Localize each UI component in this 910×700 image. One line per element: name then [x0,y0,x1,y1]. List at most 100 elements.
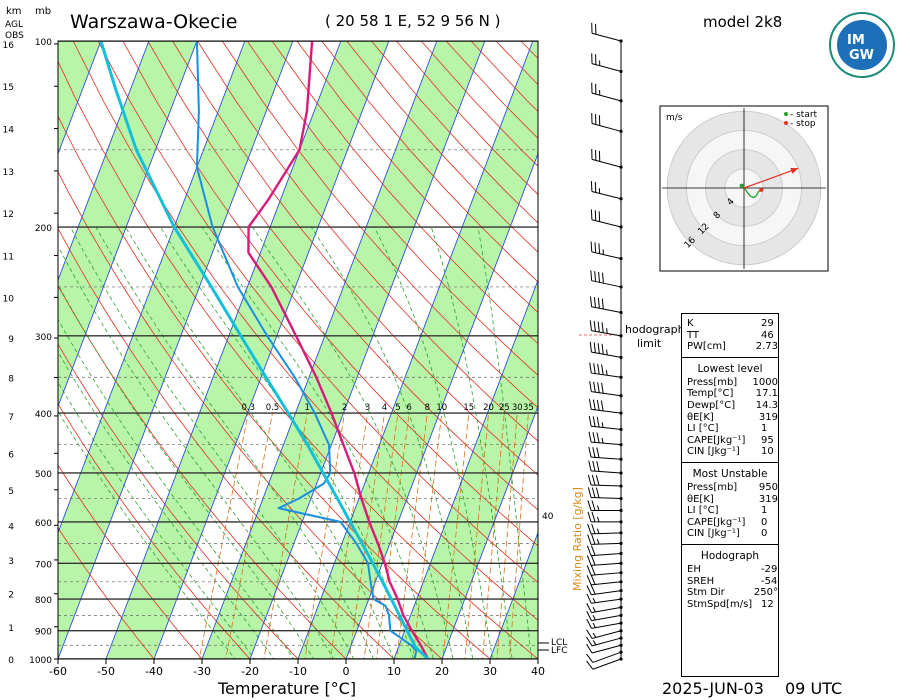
hodograph-rows: EH -29 SREH -54 Stm Dir 250° StmSpd[m/s] 12 [682,564,778,610]
wind-barb-staff [591,219,622,228]
km-tick-label: 4 [8,522,14,532]
wind-barb [586,643,623,654]
wind-barb-half-feather [596,528,600,534]
moist-adiabat [201,226,434,659]
mixing-ratio-tick-label: 5 [395,403,400,413]
km-tick-label: 5 [8,487,14,497]
wind-barb-staff [591,251,622,260]
wind-barb-feather [586,555,592,566]
wind-barb-staff [591,614,622,622]
obs-label: OBS [5,31,24,41]
mixing-ratio-tick-label: 15 [463,403,474,413]
wind-barb-feather [595,475,600,486]
lcl-label: LCL [551,638,567,648]
wind-barb-dot [619,129,623,133]
wind-barb-staff [591,123,622,132]
mixing-ratio-tick-label: 6 [406,403,411,413]
km-tick-label: 15 [3,83,14,93]
hodograph-limit-label-2: limit [637,337,662,350]
wind-barb-staff [592,651,622,663]
wind-barb-dot [619,561,623,565]
model-label: model 2k8 [703,13,782,31]
wind-barb-dot [619,443,623,447]
date-label: 2025-JUN-03 [662,679,764,698]
wind-barb [586,593,623,604]
x-tick-label: 30 [483,665,497,678]
wind-barb-half-feather [606,349,608,355]
pressure-tick-label: 200 [35,224,52,234]
lowest-level-title: Lowest level [697,362,763,375]
logo-text-bottom: GW [849,48,874,63]
wind-barb-half-feather [605,370,608,376]
wind-barb-staff [591,372,622,378]
x-axis-title: Temperature [°C] [217,679,356,698]
km-tick-label: 6 [8,450,14,460]
index-value: 1 [761,505,768,517]
index-label: PW[cm] [687,341,726,353]
dry-adiabat [58,115,491,659]
isotherm-line [489,531,538,659]
wind-barb-staff [591,32,622,42]
km-tick-label: 9 [8,335,14,345]
wind-barb-feather [588,415,592,427]
wind-barb-staff [591,306,622,313]
wind-barb-staff [591,92,622,102]
wind-barb [586,565,623,576]
pressure-tick-label: 700 [35,560,52,570]
wind-barb-feather [586,643,593,654]
wind-barb-feather [588,460,592,471]
x-tick-label: -50 [97,665,115,678]
wind-barb-half-feather [601,422,604,428]
km-tick-label: 8 [8,375,14,385]
index-row: Press[mb] 1000 [682,377,778,389]
wind-barb-dot [619,411,623,415]
wind-barb-half-feather [592,632,597,638]
wind-barb [587,511,623,524]
most-unstable-title: Most Unstable [692,467,768,480]
isotherm-line [58,41,198,408]
isotherm-line [0,41,5,672]
wind-barb-feather [596,416,600,428]
index-label: SREH [687,575,715,587]
wind-barb-staff [591,644,622,654]
wind-barb-feather [596,432,600,443]
isotherm-line [58,41,102,156]
isotherm-band [298,41,538,659]
wind-barb-staff [591,542,622,545]
index-label: K [687,318,694,329]
wind-barb [586,629,623,639]
dry-adiabat [271,41,538,345]
wind-barb-half-feather [606,328,608,334]
wind-barb-dot [619,650,623,654]
isotherm-line [345,152,538,659]
wind-barb-staff [591,532,622,535]
wind-barb [586,555,623,566]
wind-barb-dot [619,588,623,593]
wind-barb-dot [619,427,623,431]
hodograph-ring-label: 8 [712,210,723,221]
index-row: θE[K] 319 [682,412,778,424]
wind-barb-staff [591,63,622,72]
km-tick-label: 13 [3,168,14,178]
hodograph-trace-start [739,183,744,188]
moist-adiabat [430,226,513,659]
wind-barb-feather [586,565,592,576]
wind-barb-dot [619,643,623,647]
index-label: LI [°C] [687,505,719,517]
wind-barb [589,341,623,359]
mixing-ratio-tick-label: 25 [499,403,510,413]
wind-barb [586,603,623,614]
wind-barb [586,545,623,557]
dry-adiabat [58,527,155,659]
wind-barb-feather [598,271,600,283]
series-dewpoint [195,41,418,659]
wind-barb [587,500,623,513]
wind-barb-staff [591,484,622,487]
index-value: 95 [761,434,774,446]
wind-barb-dot [619,69,623,74]
dry-adiabat [58,464,203,659]
wind-barb-half-feather [592,606,596,613]
index-value: 319 [758,493,778,505]
wind-barb-half-feather [592,597,596,603]
